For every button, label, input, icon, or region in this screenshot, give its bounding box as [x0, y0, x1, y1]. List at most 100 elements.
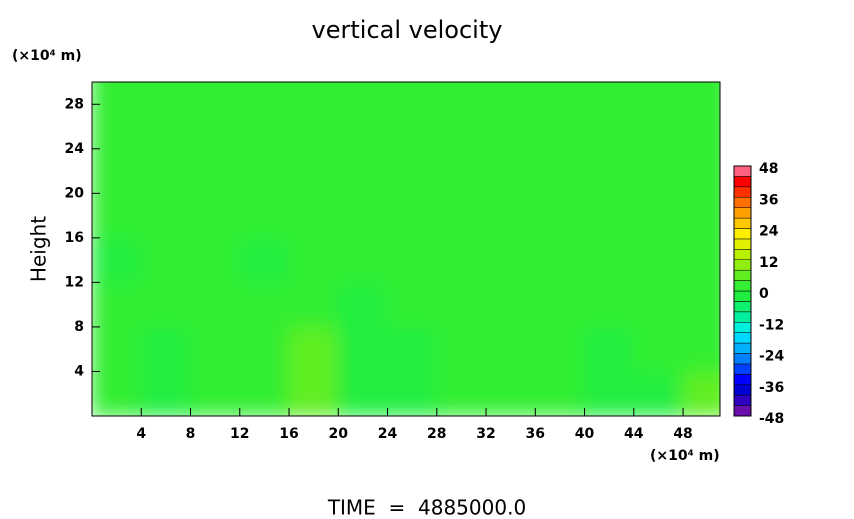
cell: [386, 103, 438, 150]
colorbar-tick-label: 48: [759, 161, 778, 177]
cell: [386, 370, 438, 416]
y-tick-label: 28: [65, 96, 84, 112]
cell: [485, 236, 537, 284]
x-unit: (×10⁴ m): [650, 448, 720, 464]
colorbar-segment: [733, 342, 752, 354]
plot-frame: [91, 81, 721, 417]
colorbar-segment: [733, 238, 752, 250]
cell: [140, 236, 192, 284]
x-tick-label: 40: [575, 426, 595, 442]
cell: [435, 82, 488, 106]
x-tick-label: 4: [136, 426, 146, 442]
cell: [189, 281, 241, 328]
x-tick-label: 36: [526, 426, 545, 442]
cell: [632, 192, 685, 239]
cell: [288, 325, 340, 373]
colorbar-segment: [733, 384, 752, 396]
cell: [632, 147, 685, 195]
cell: [485, 325, 537, 373]
cell: [386, 281, 438, 328]
cell: [140, 147, 192, 195]
colorbar-segment: [733, 301, 752, 313]
cell: [189, 192, 241, 239]
colorbar-segment: [733, 249, 752, 260]
cell: [583, 192, 635, 239]
x-tick-label: 44: [624, 426, 644, 442]
cell: [189, 370, 241, 416]
cell: [485, 147, 537, 195]
cell: [583, 281, 635, 328]
cell: [632, 103, 685, 150]
cell: [288, 236, 340, 284]
colorbar-segment: [733, 176, 752, 188]
colorbar-segment: [733, 394, 752, 406]
x-tick-label: 8: [186, 426, 196, 442]
cell: [534, 370, 586, 416]
cell: [485, 103, 537, 150]
cell: [92, 236, 143, 284]
colorbar-segment: [733, 197, 752, 208]
colorbar-segment: [733, 217, 752, 229]
cell: [534, 325, 586, 373]
cell: [288, 281, 340, 328]
cell: [632, 325, 685, 373]
cell: [485, 281, 537, 328]
y-tick-label: 20: [65, 185, 85, 201]
footer: TIME = 4885000.0: [327, 496, 526, 519]
colorbar-segment: [733, 290, 752, 302]
cell: [485, 370, 537, 416]
cell: [632, 370, 685, 416]
colorbar-segment: [733, 228, 752, 240]
cell: [435, 147, 488, 195]
cell: [534, 147, 586, 195]
field: [92, 82, 720, 416]
cell: [386, 147, 438, 195]
cell: [534, 236, 586, 284]
colorbar-segment: [733, 311, 752, 323]
cell: [583, 236, 635, 284]
cell: [92, 325, 143, 373]
cell: [386, 192, 438, 239]
x-tick-label: 48: [673, 426, 692, 442]
cell: [140, 370, 192, 416]
cell: [386, 236, 438, 284]
y-axis-label: Height: [27, 216, 51, 282]
colorbar-tick-label: 12: [759, 255, 778, 271]
x-tick-label: 12: [230, 426, 249, 442]
cell: [632, 82, 685, 106]
x-tick-label: 32: [476, 426, 495, 442]
cell: [92, 82, 143, 106]
cell: [238, 370, 291, 416]
cell: [288, 82, 340, 106]
cell: [682, 281, 720, 328]
cell: [485, 192, 537, 239]
cell: [435, 103, 488, 150]
cell: [189, 236, 241, 284]
cell: [337, 147, 389, 195]
cell: [189, 147, 241, 195]
cell: [583, 82, 635, 106]
cell: [534, 281, 586, 328]
cell: [534, 82, 586, 106]
cell: [337, 281, 389, 328]
cell: [238, 281, 291, 328]
cell: [140, 192, 192, 239]
cell: [337, 103, 389, 150]
x-tick-label: 20: [329, 426, 349, 442]
y-tick-label: 16: [65, 230, 84, 246]
colorbar-tick-label: -12: [759, 317, 784, 333]
cell: [435, 192, 488, 239]
x-tick-label: 24: [378, 426, 398, 442]
cell: [92, 281, 143, 328]
cell: [632, 236, 685, 284]
cell: [288, 147, 340, 195]
y-tick-label: 8: [74, 319, 84, 335]
y-tick-label: 12: [65, 274, 84, 290]
cell: [435, 370, 488, 416]
cell: [485, 82, 537, 106]
cell: [435, 236, 488, 284]
cell: [682, 236, 720, 284]
cell: [682, 82, 720, 106]
cell: [337, 82, 389, 106]
